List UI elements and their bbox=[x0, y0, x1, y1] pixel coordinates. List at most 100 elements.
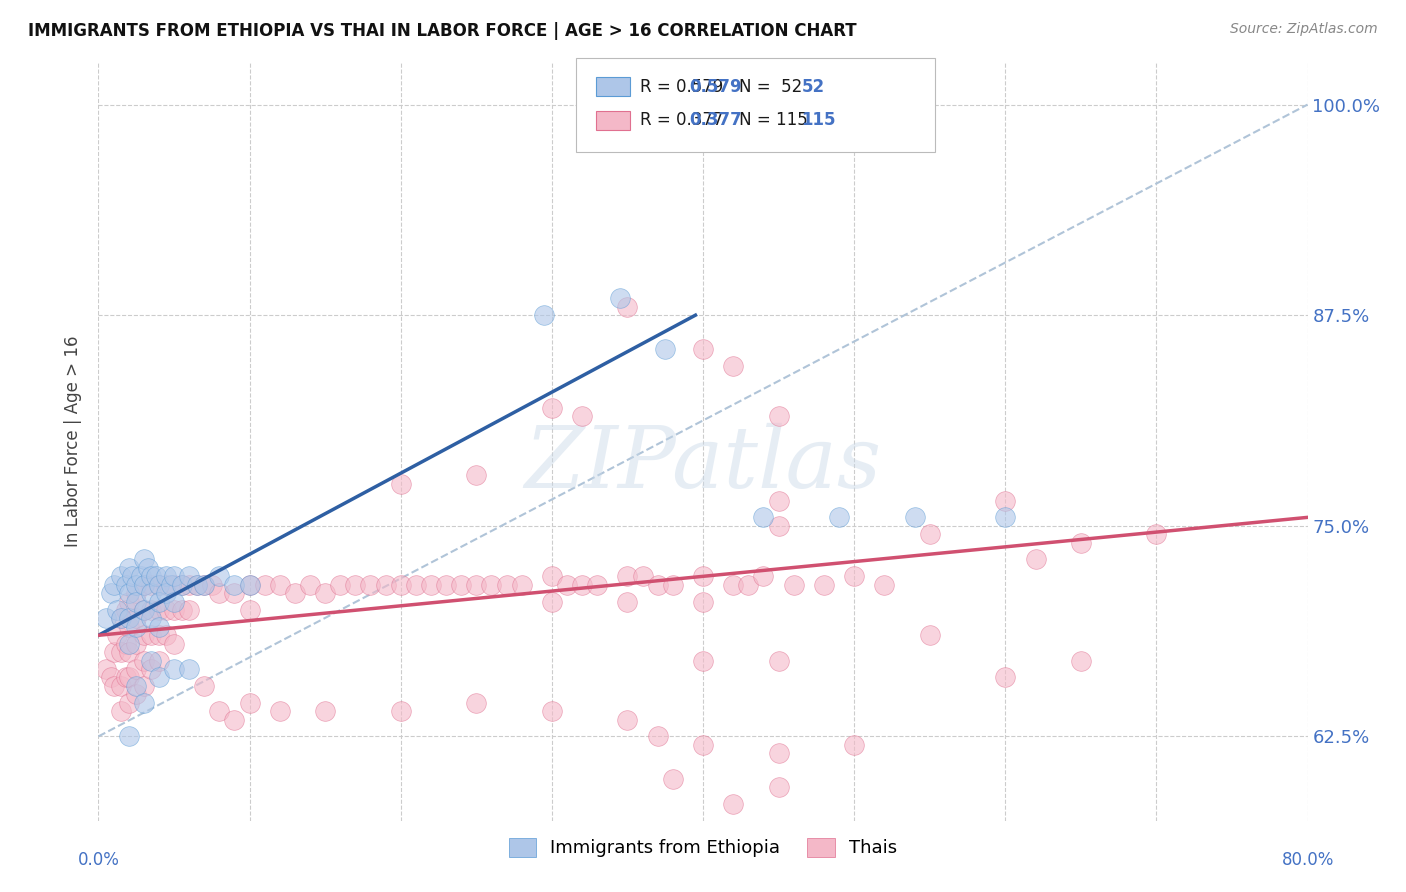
Point bbox=[118, 696, 141, 710]
Point bbox=[752, 510, 775, 524]
Text: 0.377: 0.377 bbox=[689, 112, 742, 129]
Point bbox=[360, 578, 382, 592]
Point bbox=[141, 586, 163, 600]
Text: 80.0%: 80.0% bbox=[1281, 851, 1334, 869]
Point bbox=[125, 586, 148, 600]
Point bbox=[105, 628, 128, 642]
Point bbox=[510, 578, 533, 592]
Point bbox=[132, 603, 155, 617]
Point bbox=[314, 586, 336, 600]
Point bbox=[994, 510, 1017, 524]
Point bbox=[132, 679, 155, 693]
Point bbox=[125, 594, 148, 608]
Point bbox=[186, 578, 208, 592]
Point bbox=[737, 578, 759, 592]
Point bbox=[155, 603, 177, 617]
Point bbox=[631, 569, 654, 583]
Point bbox=[118, 620, 141, 634]
Point bbox=[110, 704, 132, 718]
Text: 115: 115 bbox=[801, 112, 837, 129]
Point bbox=[284, 586, 307, 600]
Point bbox=[450, 578, 472, 592]
Text: R = 0.377   N = 115: R = 0.377 N = 115 bbox=[640, 112, 807, 129]
Point bbox=[571, 578, 593, 592]
Text: ZIPatlas: ZIPatlas bbox=[524, 423, 882, 506]
Point bbox=[555, 578, 578, 592]
Point bbox=[148, 603, 170, 617]
Point bbox=[170, 578, 193, 592]
Point bbox=[586, 578, 609, 592]
Point bbox=[118, 611, 141, 625]
Point bbox=[616, 713, 638, 727]
Point bbox=[1070, 654, 1092, 668]
Point bbox=[239, 578, 262, 592]
Point bbox=[314, 704, 336, 718]
Point bbox=[533, 308, 555, 322]
Point bbox=[114, 637, 136, 651]
Point bbox=[132, 578, 155, 592]
Point bbox=[723, 797, 745, 811]
Point bbox=[994, 493, 1017, 508]
Point bbox=[299, 578, 322, 592]
Y-axis label: In Labor Force | Age > 16: In Labor Force | Age > 16 bbox=[65, 335, 83, 548]
Point bbox=[269, 578, 291, 592]
Point bbox=[540, 704, 562, 718]
Point bbox=[193, 679, 215, 693]
Point bbox=[844, 738, 866, 752]
Point bbox=[121, 569, 143, 583]
Point bbox=[160, 578, 183, 592]
Point bbox=[114, 670, 136, 684]
Point bbox=[110, 569, 132, 583]
Point bbox=[118, 670, 141, 684]
Point bbox=[132, 654, 155, 668]
Point bbox=[201, 578, 224, 592]
Point bbox=[329, 578, 352, 592]
Point bbox=[768, 780, 790, 794]
Point bbox=[193, 578, 215, 592]
Point bbox=[125, 687, 148, 701]
Point bbox=[495, 578, 517, 592]
Point bbox=[132, 603, 155, 617]
Point bbox=[692, 654, 714, 668]
Point bbox=[179, 569, 201, 583]
Point bbox=[118, 645, 141, 659]
Point bbox=[148, 620, 170, 634]
Point bbox=[170, 578, 193, 592]
Point bbox=[125, 637, 148, 651]
Point bbox=[145, 569, 167, 583]
Point bbox=[768, 493, 790, 508]
Point bbox=[125, 679, 148, 693]
Point bbox=[179, 603, 201, 617]
Point bbox=[100, 670, 122, 684]
Point bbox=[661, 772, 683, 786]
Point bbox=[94, 662, 117, 676]
Point bbox=[125, 611, 148, 625]
Point bbox=[813, 578, 835, 592]
Point bbox=[141, 628, 163, 642]
Point bbox=[692, 342, 714, 356]
Point bbox=[132, 552, 155, 566]
Point bbox=[155, 586, 177, 600]
Point bbox=[405, 578, 427, 592]
Point bbox=[269, 704, 291, 718]
Point bbox=[723, 359, 745, 373]
Point bbox=[434, 578, 457, 592]
Point bbox=[163, 637, 186, 651]
Point bbox=[1144, 527, 1167, 541]
Point bbox=[103, 645, 125, 659]
Point bbox=[540, 594, 562, 608]
Point bbox=[253, 578, 276, 592]
Point bbox=[110, 679, 132, 693]
Point bbox=[103, 679, 125, 693]
Point bbox=[616, 594, 638, 608]
Point bbox=[723, 578, 745, 592]
Point bbox=[994, 670, 1017, 684]
Point bbox=[132, 696, 155, 710]
Point bbox=[141, 578, 163, 592]
Point bbox=[873, 578, 896, 592]
Point bbox=[904, 510, 927, 524]
Point bbox=[828, 510, 851, 524]
Point bbox=[163, 603, 186, 617]
Point bbox=[208, 704, 231, 718]
Point bbox=[148, 628, 170, 642]
